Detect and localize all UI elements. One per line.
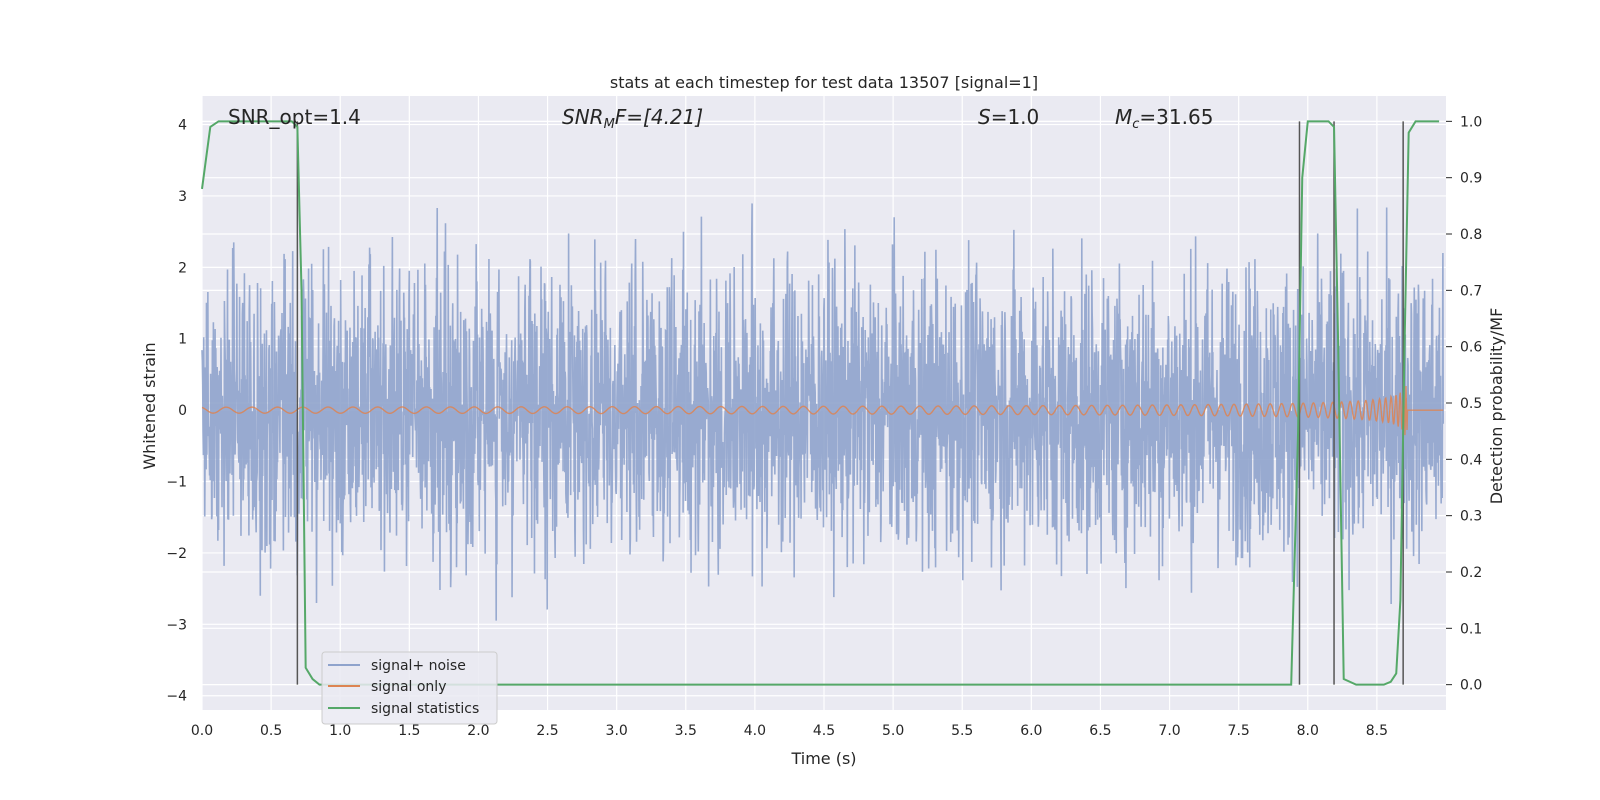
legend-box: [321, 651, 498, 725]
legend-label-stats: signal statistics: [371, 701, 479, 717]
x-tick-label: 5.0: [882, 723, 904, 739]
y-tick-label: 2: [178, 260, 187, 276]
s-value: =1.0: [991, 105, 1040, 129]
series-signal-noise: [201, 203, 1445, 621]
y-tick-label: 0: [178, 403, 187, 419]
chart-title: stats at each timestep for test data 135…: [610, 73, 1038, 92]
signal-line: [201, 385, 1444, 436]
y-right-tick-label: 0.4: [1460, 452, 1482, 468]
mc-value: =31.65: [1139, 105, 1213, 129]
y-tick-label: 4: [178, 118, 187, 134]
x-tick-label: 6.5: [1089, 723, 1111, 739]
annotation-snr-mf: SNRMF=[4.21]: [562, 105, 703, 132]
y-right-tick-label: 0.2: [1460, 565, 1482, 581]
y-tick-label: −3: [166, 617, 187, 633]
y-right-tick-label: 0.1: [1460, 621, 1482, 637]
annotation-snr-opt: SNR_opt=1.4: [228, 105, 361, 129]
y-right-tick-label: 0.0: [1460, 678, 1482, 694]
x-tick-label: 2.0: [467, 723, 489, 739]
y-right-tick-label: 0.9: [1460, 171, 1482, 187]
y-axis-label: Whitened strain: [140, 342, 159, 469]
y-tick-label: −1: [166, 475, 187, 491]
x-tick-label: 4.5: [813, 723, 835, 739]
y-right-tick-label: 1.0: [1460, 114, 1482, 130]
x-tick-label: 4.0: [744, 723, 766, 739]
x-tick-label: 0.5: [260, 723, 282, 739]
y-right-axis-label: Detection probability/MF: [1487, 308, 1506, 505]
x-tick-label: 1.0: [329, 723, 351, 739]
x-tick-label: 3.5: [675, 723, 697, 739]
y-tick-label: 1: [178, 332, 187, 348]
y-right-tick-label: 0.5: [1460, 396, 1482, 412]
x-tick-label: 6.0: [1020, 723, 1042, 739]
legend-label-signal: signal only: [371, 679, 446, 695]
y-tick-labels: 4 3 2 1 0 −1 −2 −3 −4: [166, 118, 187, 705]
mc-sub: c: [1132, 117, 1139, 132]
x-tick-label: 8.0: [1297, 723, 1319, 739]
x-axis-label: Time (s): [790, 749, 856, 768]
y-tick-label: −2: [166, 546, 187, 562]
x-tick-label: 3.0: [606, 723, 628, 739]
snr-mf-base: SNR: [562, 105, 604, 129]
x-tick-label: 7.5: [1228, 723, 1250, 739]
series-signal-statistics: [201, 120, 1440, 686]
x-tick-labels: 0.0 0.5 1.0 1.5 2.0 2.5 3.0 3.5 4.0 4.5 5.0 5.5 6.0 6…: [191, 723, 1388, 739]
y-right-tick-label: 0.6: [1460, 340, 1482, 356]
snr-mf-rest: F=[4.21]: [615, 105, 703, 129]
x-tick-label: 5.5: [951, 723, 973, 739]
x-tick-label: 0.0: [191, 723, 213, 739]
legend: signal+ noise signal only signal statist…: [321, 651, 498, 725]
y-tick-label: −4: [166, 689, 187, 705]
snr-mf-sub: M: [604, 117, 615, 132]
noise-line: [201, 203, 1445, 621]
y-right-tick-label: 0.7: [1460, 283, 1482, 299]
x-tick-label: 8.5: [1366, 723, 1388, 739]
annotation-s: S=1.0: [978, 105, 1039, 129]
x-tick-label: 1.5: [398, 723, 420, 739]
y-right-tick-label: 0.3: [1460, 509, 1482, 525]
legend-label-noise: signal+ noise: [371, 658, 466, 674]
s-italic: S: [978, 105, 991, 129]
y-tick-label: 3: [178, 189, 187, 205]
series-signal-only: [201, 385, 1444, 436]
statistics-line: [201, 120, 1440, 686]
x-tick-label: 2.5: [536, 723, 558, 739]
mc-base: M: [1115, 105, 1132, 129]
x-tick-label: 7.0: [1158, 723, 1180, 739]
y-right-tick-labels: 1.0 0.9 0.8 0.7 0.6 0.5 0.4 0.3 0.2 0.1 0.0: [1446, 114, 1482, 694]
annotation-mc: Mc=31.65: [1115, 105, 1213, 132]
y-right-tick-label: 0.8: [1460, 227, 1482, 243]
